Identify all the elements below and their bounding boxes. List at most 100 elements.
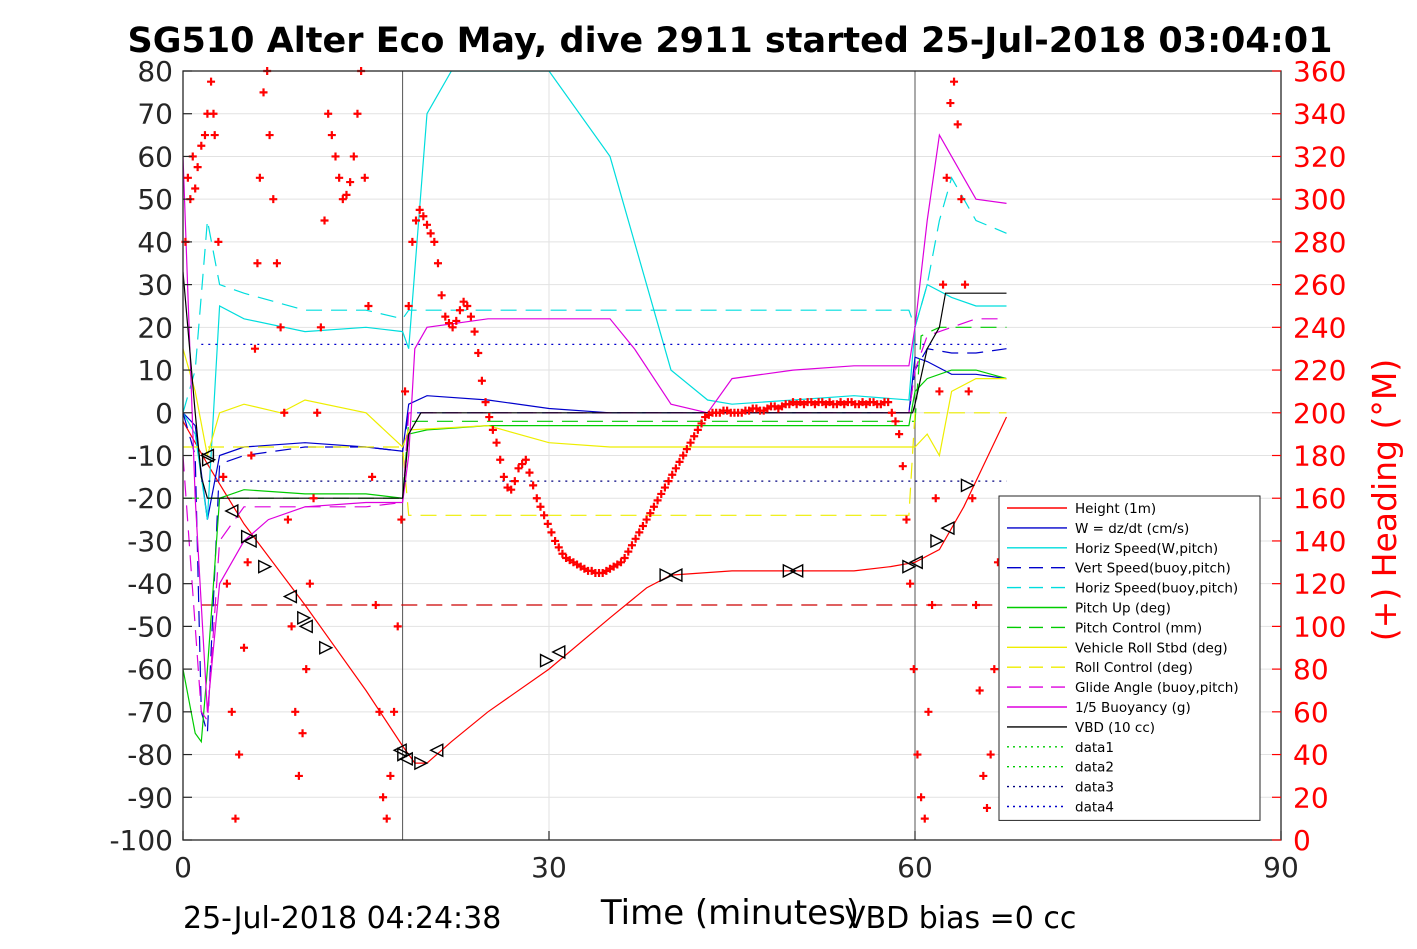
heading-point bbox=[393, 622, 402, 631]
heading-point bbox=[247, 451, 256, 460]
heading-point bbox=[939, 280, 948, 289]
height-marker bbox=[782, 563, 797, 578]
height-marker bbox=[789, 563, 804, 578]
x-tick-label: 60 bbox=[897, 851, 933, 884]
heading-point bbox=[298, 729, 307, 738]
series-line bbox=[183, 133, 1007, 712]
heading-point bbox=[697, 419, 706, 428]
legend-label: Pitch Up (deg) bbox=[1075, 601, 1171, 617]
height-marker bbox=[551, 644, 566, 660]
height-marker bbox=[392, 743, 407, 758]
height-marker bbox=[398, 751, 413, 766]
y2-tick-label: 260 bbox=[1293, 269, 1346, 302]
heading-point bbox=[390, 707, 399, 716]
heading-point bbox=[259, 88, 268, 97]
heading-point bbox=[664, 477, 673, 486]
heading-point bbox=[543, 519, 552, 528]
heading-point bbox=[364, 301, 373, 310]
heading-point bbox=[957, 195, 966, 204]
heading-point bbox=[243, 558, 252, 567]
y-tick-label: 10 bbox=[137, 354, 173, 387]
legend-label: data4 bbox=[1075, 800, 1114, 816]
heading-point bbox=[924, 707, 933, 716]
heading-point bbox=[375, 707, 384, 716]
legend-label: Vehicle Roll Stbd (deg) bbox=[1075, 640, 1228, 656]
heading-point bbox=[349, 152, 358, 161]
heading-point bbox=[540, 511, 549, 520]
heading-point bbox=[231, 814, 240, 823]
heading-point bbox=[982, 803, 991, 812]
heading-point bbox=[470, 327, 479, 336]
series-line bbox=[183, 71, 1007, 520]
height-marker bbox=[224, 503, 239, 519]
heading-point bbox=[902, 515, 911, 524]
heading-point bbox=[884, 398, 893, 407]
y2-tick-label: 160 bbox=[1293, 482, 1346, 515]
height-marker bbox=[940, 520, 955, 536]
heading-point bbox=[518, 460, 527, 469]
y-tick-label: -100 bbox=[109, 824, 173, 857]
legend-label: Vert Speed(buoy,pitch) bbox=[1075, 561, 1231, 577]
heading-point bbox=[291, 707, 300, 716]
height-marker bbox=[201, 452, 217, 467]
heading-point bbox=[353, 109, 362, 118]
heading-point bbox=[197, 141, 206, 150]
heading-point bbox=[302, 665, 311, 674]
x-tick-label: 0 bbox=[174, 851, 192, 884]
y-tick-label: -40 bbox=[127, 568, 173, 601]
height-marker bbox=[258, 559, 273, 574]
heading-point bbox=[305, 579, 314, 588]
heading-point bbox=[386, 771, 395, 780]
heading-point bbox=[975, 686, 984, 695]
height-marker bbox=[668, 567, 683, 583]
heading-point bbox=[423, 220, 431, 229]
y2-tick-label: 360 bbox=[1293, 55, 1346, 88]
heading-point bbox=[419, 212, 428, 221]
heading-point bbox=[953, 120, 962, 129]
heading-point bbox=[525, 468, 534, 477]
heading-point bbox=[272, 259, 281, 268]
heading-point bbox=[895, 430, 904, 439]
heading-point bbox=[222, 579, 231, 588]
heading-point bbox=[463, 301, 472, 310]
x-axis-label: Time (minutes) bbox=[600, 893, 859, 933]
legend-label: Pitch Control (mm) bbox=[1075, 620, 1202, 636]
heading-point bbox=[433, 259, 442, 268]
series-group bbox=[183, 71, 1008, 764]
y-tick-label: -50 bbox=[127, 610, 173, 643]
heading-point bbox=[253, 259, 262, 268]
y2-tick-label: 100 bbox=[1293, 610, 1346, 643]
series-line bbox=[183, 271, 1007, 499]
heading-point bbox=[660, 483, 669, 492]
heading-point bbox=[327, 131, 336, 140]
heading-point bbox=[360, 173, 369, 182]
heading-point bbox=[207, 77, 216, 86]
heading-point bbox=[946, 99, 955, 108]
heading-point bbox=[514, 464, 523, 473]
x-tick-label: 30 bbox=[531, 851, 567, 884]
legend: Height (1m) W = dz/dt (cm/s) Horiz Speed(W… bbox=[998, 495, 1261, 821]
heading-point bbox=[214, 237, 223, 246]
heading-point bbox=[492, 438, 501, 447]
heading-point bbox=[675, 457, 684, 466]
heading-point bbox=[294, 771, 303, 780]
heading-point bbox=[338, 195, 347, 204]
height-marker bbox=[659, 567, 674, 583]
heading-point bbox=[627, 541, 636, 550]
legend-label: 1/5 Buoyancy (g) bbox=[1075, 700, 1191, 716]
heading-point bbox=[265, 131, 274, 140]
heading-point bbox=[313, 408, 322, 417]
height-marker bbox=[319, 640, 334, 655]
heading-point bbox=[972, 601, 980, 610]
height-marker bbox=[902, 559, 917, 574]
heading-point bbox=[371, 601, 380, 610]
heading-point bbox=[488, 425, 497, 434]
heading-point bbox=[510, 477, 519, 486]
heading-point bbox=[404, 301, 413, 310]
heading-point bbox=[532, 494, 541, 503]
heading-point bbox=[437, 291, 446, 300]
y2-tick-label: 80 bbox=[1293, 653, 1329, 686]
height-marker bbox=[298, 619, 313, 634]
heading-point bbox=[682, 445, 691, 454]
